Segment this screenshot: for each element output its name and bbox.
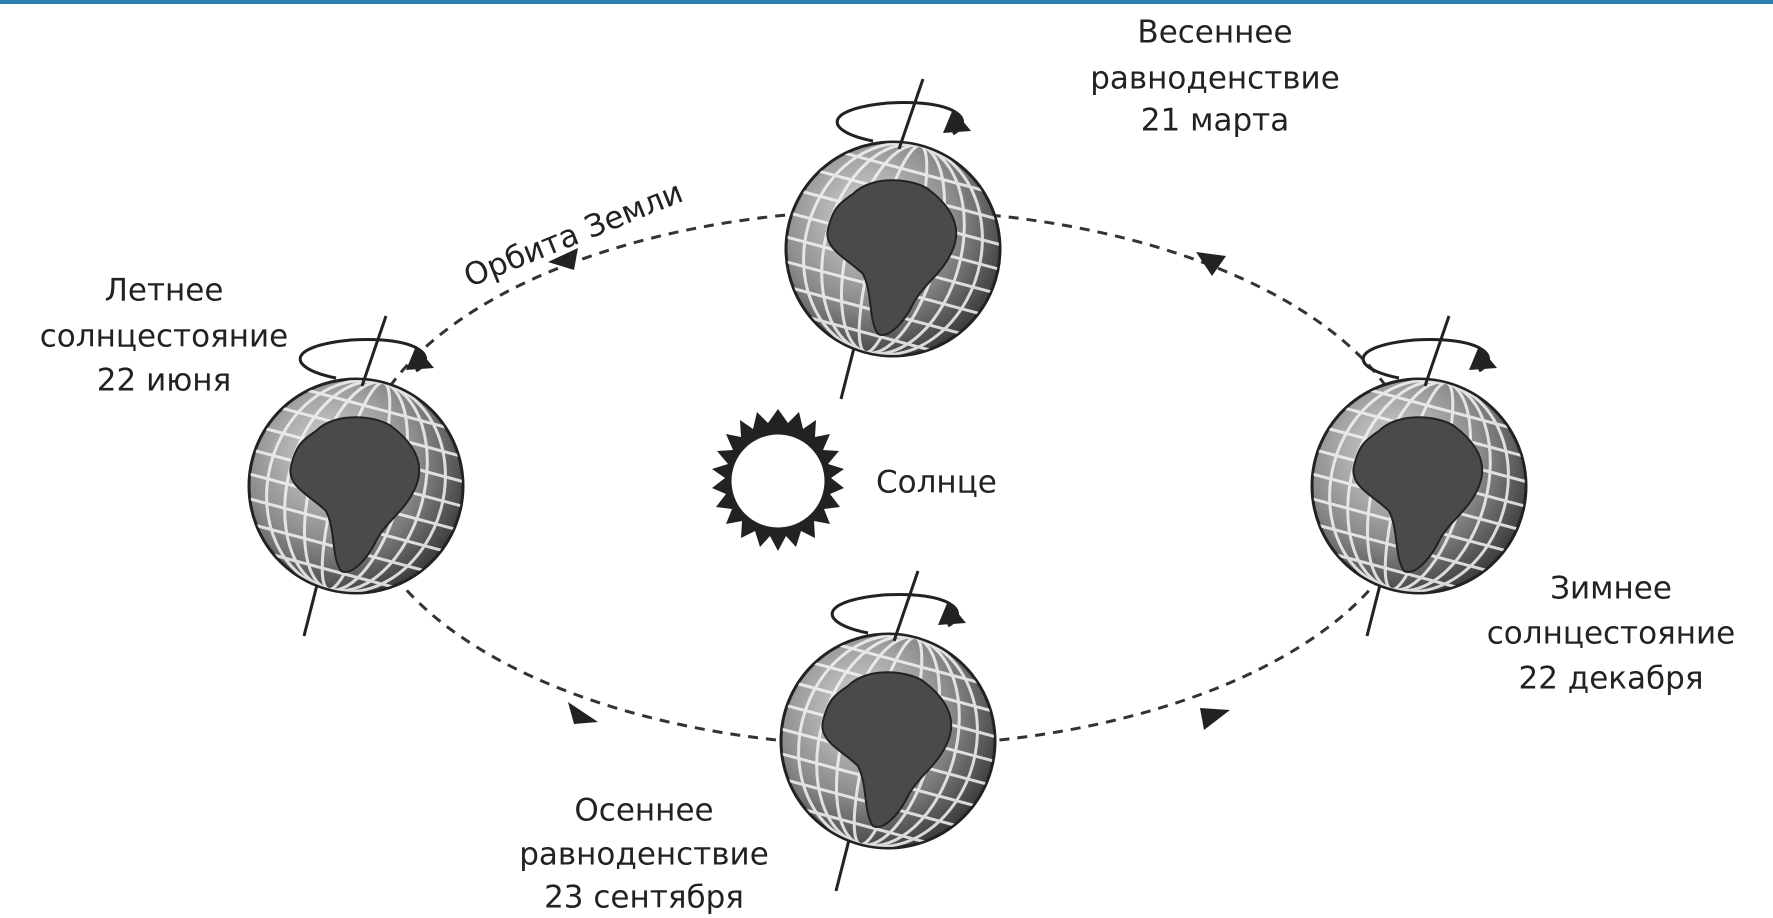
earth-summer: [222, 316, 490, 636]
diagram: Солнце Орбита Земли Весеннее равноденств…: [0, 0, 1773, 918]
orbit-arrow: [1196, 252, 1226, 276]
position-label: 23 сентября: [544, 880, 744, 916]
orbit-arrow: [568, 702, 598, 724]
position-label: равноденствие: [519, 837, 769, 873]
position-label: солнцестояние: [40, 319, 288, 355]
orbit-arrow: [1200, 708, 1230, 730]
position-label: 21 марта: [1141, 103, 1289, 139]
position-label: Зимнее: [1550, 571, 1672, 607]
page: {"orbit_label": "Орбита Земли", "sun_lab…: [0, 0, 1773, 918]
earth-spring: [759, 79, 1027, 399]
sun-label: Солнце: [876, 465, 997, 501]
position-label: 22 декабря: [1519, 661, 1704, 697]
position-label: 22 июня: [97, 363, 231, 399]
orbit-label: Орбита Земли: [459, 174, 688, 294]
position-label: равноденствие: [1090, 61, 1340, 97]
position-label: Летнее: [105, 273, 224, 309]
sun: [712, 409, 844, 551]
position-label: Весеннее: [1137, 15, 1292, 51]
earth-winter: [1285, 316, 1553, 636]
position-label: солнцестояние: [1487, 616, 1735, 652]
top-border: [0, 0, 1773, 4]
position-label: Осеннее: [574, 793, 713, 829]
earth-autumn: [754, 571, 1022, 891]
